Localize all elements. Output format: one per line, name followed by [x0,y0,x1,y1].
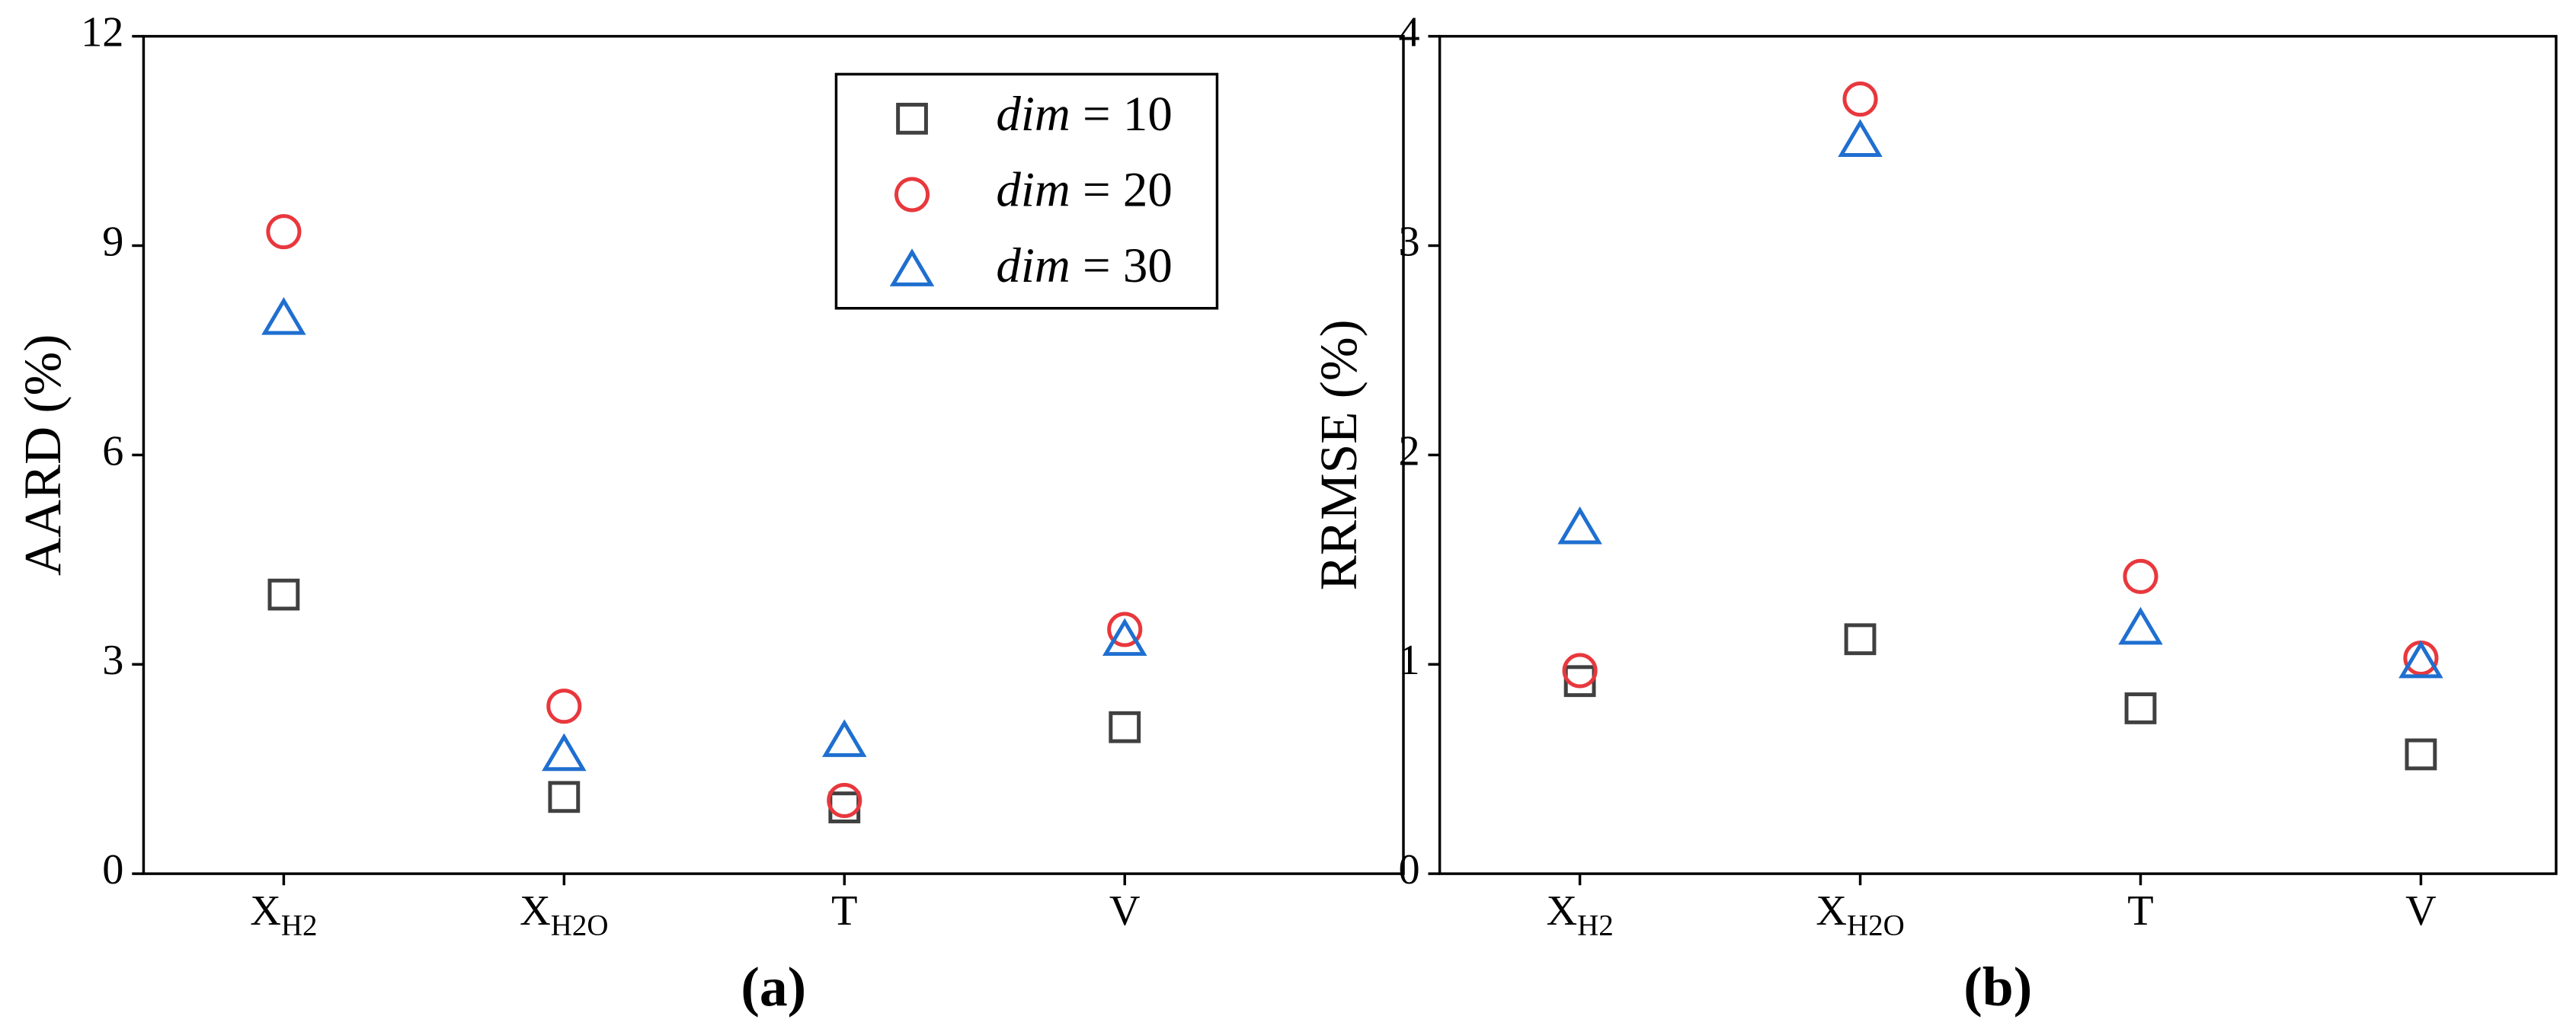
x-tick-label: T [831,887,857,935]
category-text: V [1109,887,1141,935]
circle-marker [894,177,930,213]
plot-frame [1438,34,2558,875]
triangle-marker [2398,640,2443,679]
legend-box [834,72,1219,310]
legend-label: dim = 20 [996,162,1172,217]
legend-label: dim = 10 [996,87,1172,142]
circle-marker [1562,653,1598,689]
category-text: X [520,887,551,935]
circle-marker [546,689,582,724]
triangle-marker [1557,506,1602,545]
legend-label-italic: dim [996,162,1070,217]
category-text: T [2127,887,2153,935]
circle-marker [1842,81,1878,117]
circle-marker [2123,558,2158,594]
x-tick-label: T [2127,887,2153,935]
y-tick-label: 6 [102,427,123,475]
legend-label-rest: = 10 [1070,87,1173,142]
category-subscript: H2 [1577,909,1614,941]
legend-label-italic: dim [996,238,1070,293]
y-tick-label: 12 [81,9,123,56]
legend-label-rest: = 30 [1070,238,1173,293]
triangle-marker [1838,119,1883,157]
x-tick-label: XH2 [250,887,317,941]
category-subscript: H2 [281,909,318,941]
square-marker [267,578,300,611]
category-text: X [1546,887,1577,935]
y-tick-label: 3 [1399,218,1420,265]
category-subscript: H2O [551,909,609,941]
x-tick-label: V [2405,887,2437,935]
panel-label: (a) [741,955,806,1018]
category-subscript: H2O [1847,909,1905,941]
triangle-marker [542,733,587,772]
triangle-marker [1102,618,1147,657]
panel-label: (b) [1963,955,2032,1018]
legend-label: dim = 30 [996,238,1172,293]
x-tick-label: V [1109,887,1141,935]
triangle-marker [889,248,935,286]
square-marker [2405,738,2437,771]
x-tick-label: XH2O [520,887,608,941]
y-tick-label: 4 [1399,9,1420,56]
category-text: V [2405,887,2437,935]
circle-marker [1107,612,1143,647]
square-marker [548,781,581,813]
circle-marker [827,782,862,818]
circle-marker [266,214,302,250]
x-tick-label: XH2 [1546,887,1613,941]
square-marker [1109,711,1141,743]
square-marker [1844,623,1877,656]
y-axis-label: AARD (%) [13,334,72,576]
category-text: X [1816,887,1847,935]
y-tick-label: 0 [1399,846,1420,893]
y-tick-label: 3 [102,637,123,684]
category-text: T [831,887,857,935]
triangle-marker [261,296,306,335]
category-text: X [250,887,281,935]
square-marker [2124,692,2157,724]
square-marker [896,102,928,135]
y-axis-label: RRMSE (%) [1309,319,1368,590]
y-tick-label: 2 [1399,427,1420,475]
legend-label-italic: dim [996,87,1070,142]
y-tick-label: 0 [102,846,123,893]
triangle-marker [2118,606,2163,645]
y-tick-label: 1 [1399,637,1420,684]
y-tick-label: 9 [102,218,123,265]
triangle-marker [822,719,867,757]
legend-label-rest: = 20 [1070,162,1173,217]
x-tick-label: XH2O [1816,887,1904,941]
